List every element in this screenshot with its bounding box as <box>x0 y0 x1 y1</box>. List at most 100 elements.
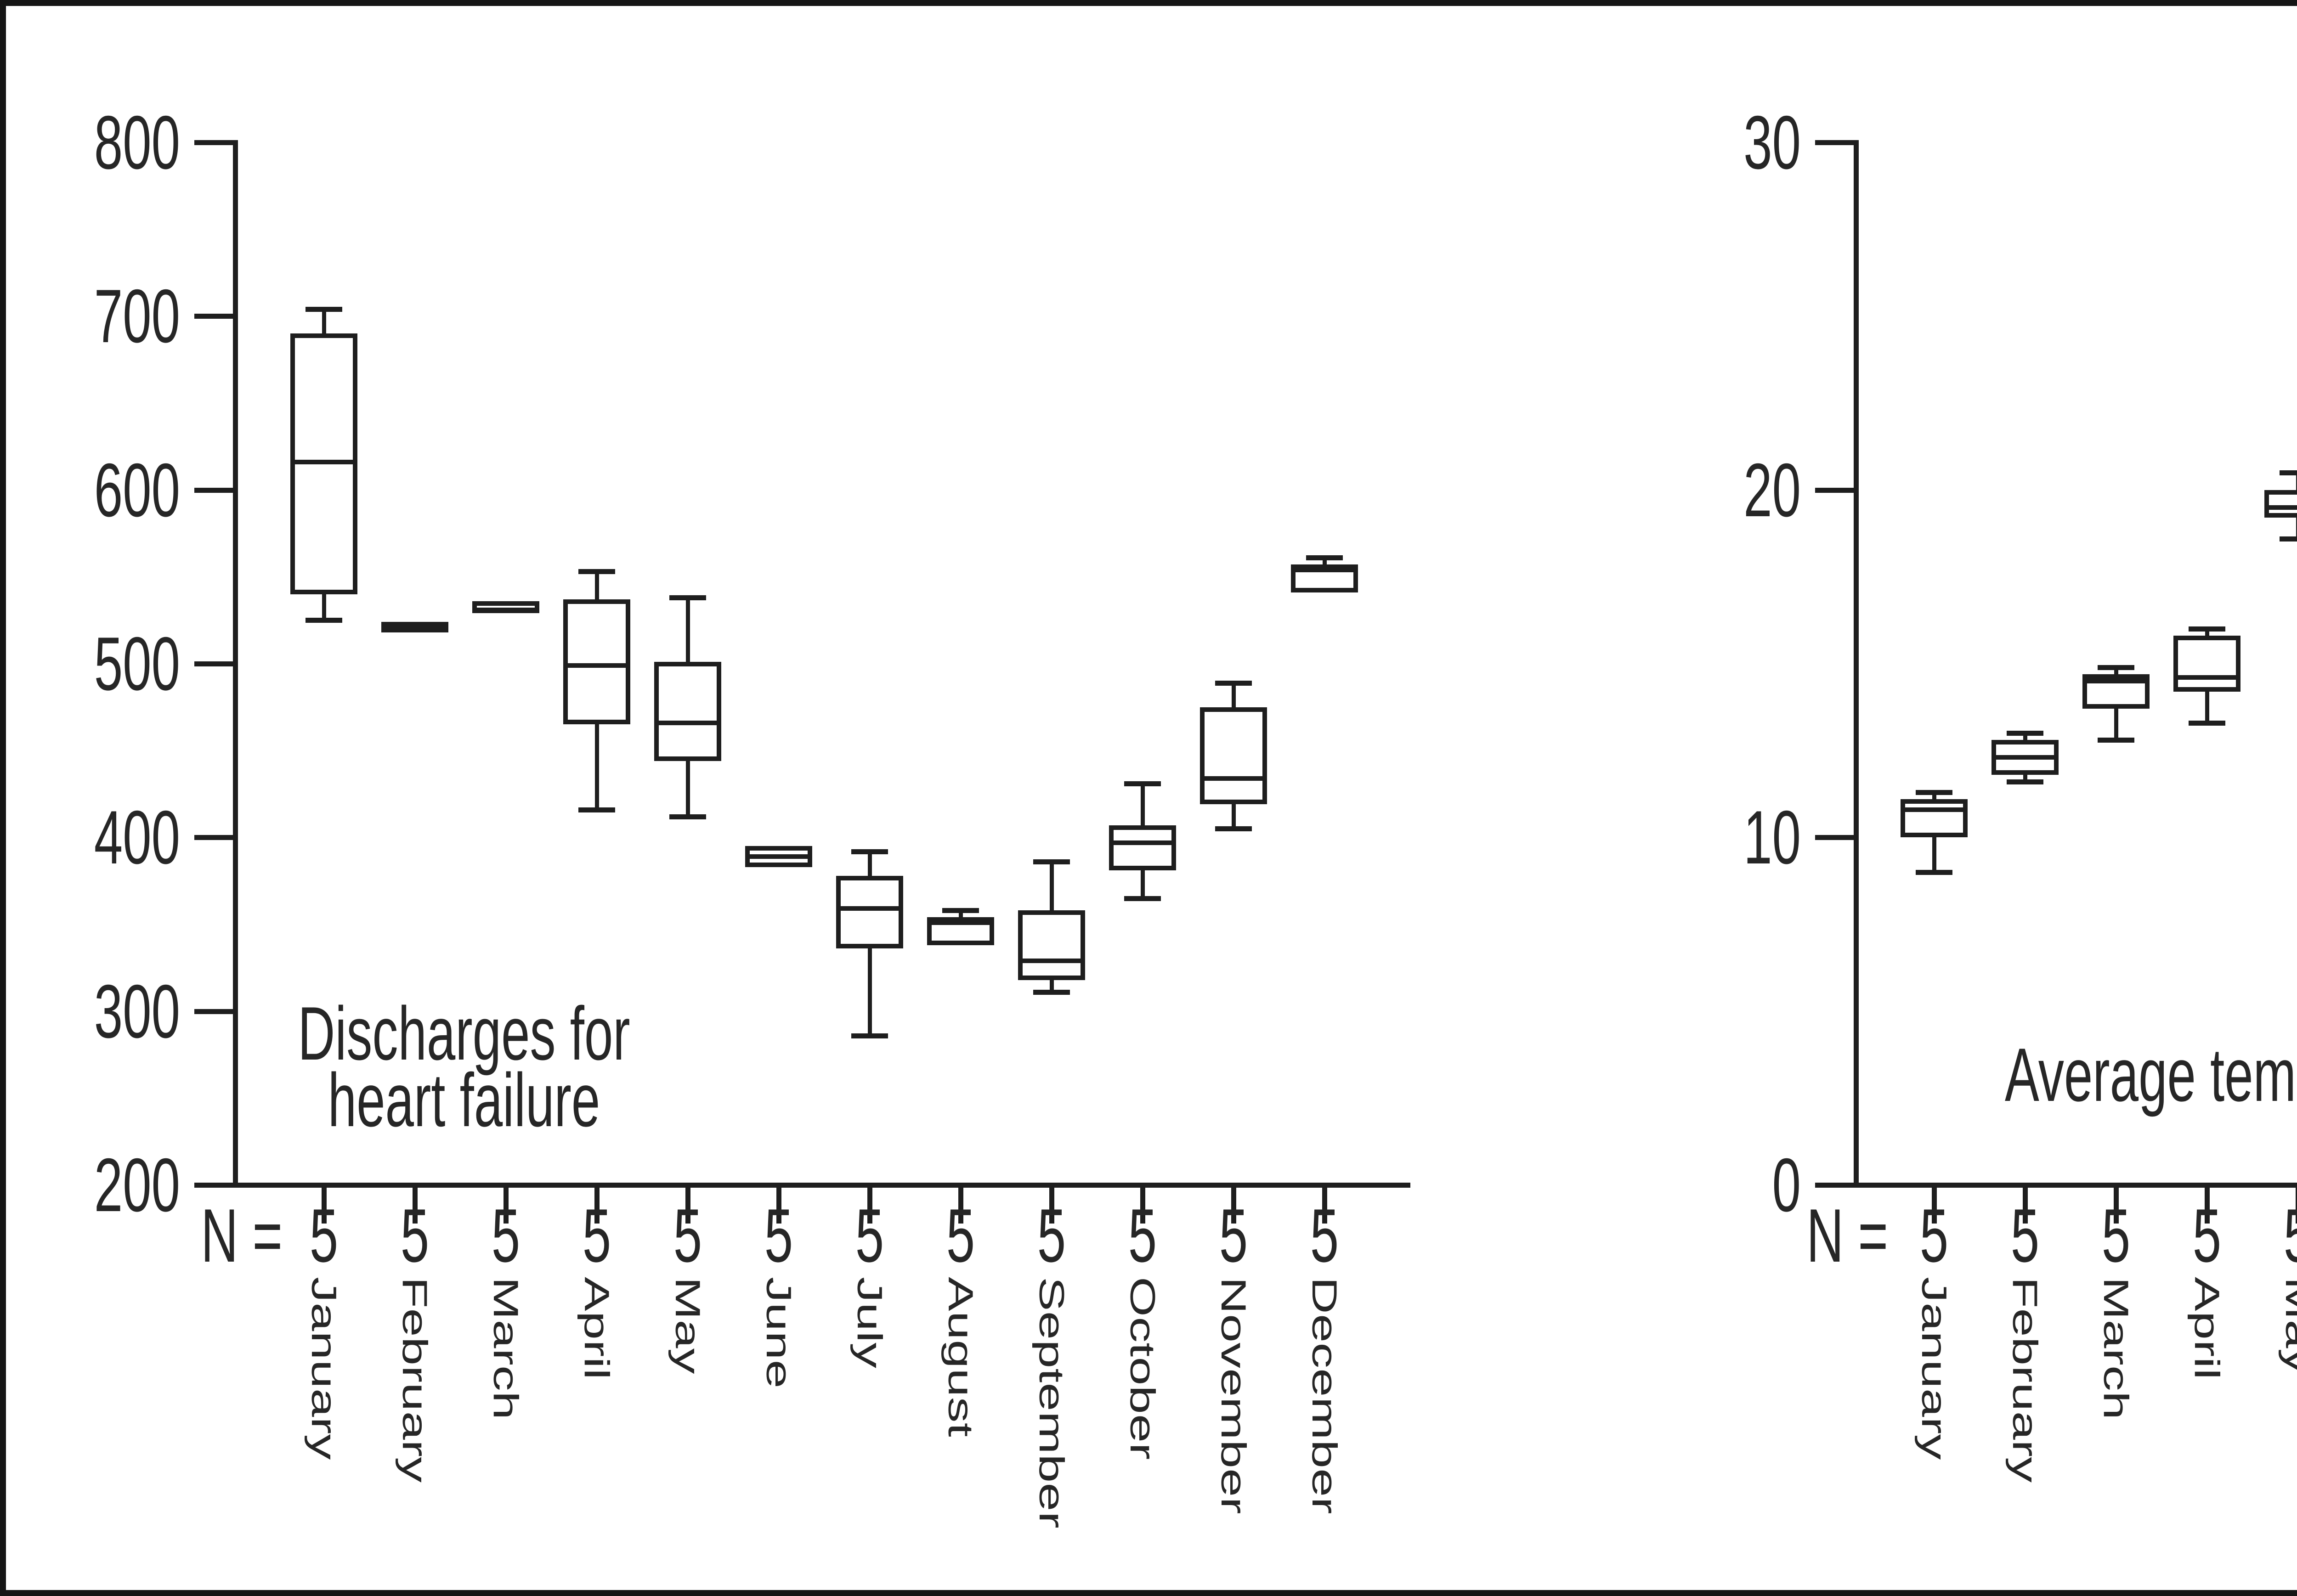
y-tick <box>194 661 233 666</box>
boxplot-whisker-cap <box>1306 555 1343 561</box>
n-count-label: 5 <box>2010 1193 2040 1278</box>
boxplot-median-line <box>2173 675 2240 680</box>
n-count-label: 5 <box>673 1193 702 1278</box>
boxplot-whisker-stem <box>1050 980 1054 993</box>
boxplot-median-line <box>927 920 994 925</box>
boxplot-whisker-stem <box>1232 682 1236 707</box>
boxplot-median-line <box>2082 678 2150 683</box>
boxplot-whisker-cap <box>2189 626 2225 632</box>
x-axis-line <box>233 1183 1410 1188</box>
n-count-label: 5 <box>491 1193 521 1278</box>
n-count-label: 5 <box>309 1193 339 1278</box>
boxplot-whisker-stem <box>2114 709 2118 740</box>
boxplot-whisker-cap <box>669 595 706 601</box>
n-count-label: 5 <box>1919 1193 1949 1278</box>
boxplot-whisker-stem <box>2296 518 2297 539</box>
boxplot-whisker-cap <box>2189 720 2225 726</box>
boxplot-whisker-cap <box>2098 738 2134 743</box>
n-count-label: 5 <box>2235 1196 2297 1275</box>
boxplot-whisker-stem <box>2023 775 2027 782</box>
x-tick <box>1322 1188 1327 1224</box>
x-tick <box>2114 1188 2119 1224</box>
boxplot-box <box>2264 490 2297 518</box>
y-tick-label: 200 <box>94 1143 180 1227</box>
boxplot-whisker-cap <box>1916 870 1952 875</box>
boxplot-median-line <box>654 720 721 725</box>
y-axis-line <box>233 140 238 1188</box>
boxplot-median-line <box>1291 567 1358 572</box>
boxplot-median-line <box>381 625 448 630</box>
boxplot-box <box>563 599 630 725</box>
y-tick-label: 800 <box>94 100 180 185</box>
n-count-label: 5 <box>2192 1193 2222 1278</box>
x-tick <box>2296 1188 2297 1224</box>
boxplot-whisker-stem <box>959 910 963 918</box>
chart-annotation: heart failure <box>328 1058 600 1142</box>
boxplot-median-line <box>745 854 812 859</box>
boxplot-whisker-cap <box>851 849 888 854</box>
boxplot-whisker-cap <box>1215 680 1252 686</box>
boxplot-median-line <box>1901 807 1968 812</box>
boxplot-whisker-cap <box>942 908 979 914</box>
boxplot-median-line <box>1991 755 2059 760</box>
boxplot-whisker-cap <box>2280 536 2297 541</box>
month-label-text: January <box>1914 1277 1954 1460</box>
boxplot-box <box>1109 825 1176 871</box>
boxplot-whisker-stem <box>868 948 872 1036</box>
boxplot-whisker-cap <box>306 307 342 312</box>
x-tick <box>1049 1188 1054 1224</box>
y-tick <box>1815 1183 1854 1188</box>
n-count-label: 5 <box>1219 1193 1248 1278</box>
boxplot-box <box>654 662 721 761</box>
boxplot-whisker-cap <box>1916 790 1952 795</box>
y-tick-label: 0 <box>1772 1143 1801 1227</box>
month-label-text: April <box>2187 1277 2227 1380</box>
boxplot-median-line <box>836 906 903 911</box>
n-count-label: 5 <box>946 1193 975 1278</box>
y-tick <box>194 140 233 145</box>
n-equals-label: N = <box>1806 1193 1888 1278</box>
boxplot-whisker-cap <box>2098 665 2134 670</box>
n-count-label: 5 <box>1037 1193 1066 1278</box>
y-tick <box>194 487 233 493</box>
boxplot-whisker-cap <box>1124 896 1161 901</box>
boxplot-median-line <box>1018 958 1085 963</box>
boxplot-whisker-cap <box>1124 781 1161 787</box>
y-axis-line <box>1854 140 1859 1188</box>
boxplot-whisker-cap <box>578 807 615 812</box>
boxplot-whisker-stem <box>1932 837 1936 872</box>
boxplot-whisker-stem <box>686 761 690 817</box>
x-tick <box>2023 1188 2028 1224</box>
boxplot-whisker-stem <box>868 851 872 876</box>
month-label-text: May <box>2278 1277 2297 1374</box>
boxplot-whisker-cap <box>306 618 342 623</box>
x-tick <box>322 1188 327 1224</box>
boxplot-whisker-cap <box>851 1033 888 1038</box>
x-tick <box>594 1188 600 1224</box>
boxplot-box <box>1018 910 1085 980</box>
y-tick-label: 20 <box>1743 447 1801 532</box>
x-axis-line <box>1854 1183 2297 1188</box>
chart-annotation: Discharges for <box>298 991 630 1076</box>
boxplot-box <box>1200 707 1267 805</box>
x-tick <box>776 1188 781 1224</box>
chart-annotation: Average temperature <box>2004 1032 2297 1117</box>
boxplot-box <box>1901 799 1968 838</box>
y-tick <box>1815 835 1854 840</box>
x-tick <box>504 1188 509 1224</box>
y-tick-label: 300 <box>94 969 180 1054</box>
month-label-text: February <box>2005 1277 2045 1483</box>
n-count-label: 5 <box>400 1193 430 1278</box>
boxplot-whisker-cap <box>2007 731 2043 736</box>
y-tick <box>194 314 233 319</box>
boxplot-box <box>836 875 903 949</box>
boxplot-whisker-stem <box>2114 667 2118 674</box>
boxplot-whisker-stem <box>595 724 599 810</box>
boxplot-whisker-stem <box>1232 804 1236 829</box>
boxplot-whisker-stem <box>1050 862 1054 911</box>
boxplot-median-line <box>563 663 630 668</box>
y-tick-label: 400 <box>94 795 180 880</box>
boxplot-whisker-stem <box>1141 784 1145 825</box>
n-count-label: 5 <box>764 1193 793 1278</box>
